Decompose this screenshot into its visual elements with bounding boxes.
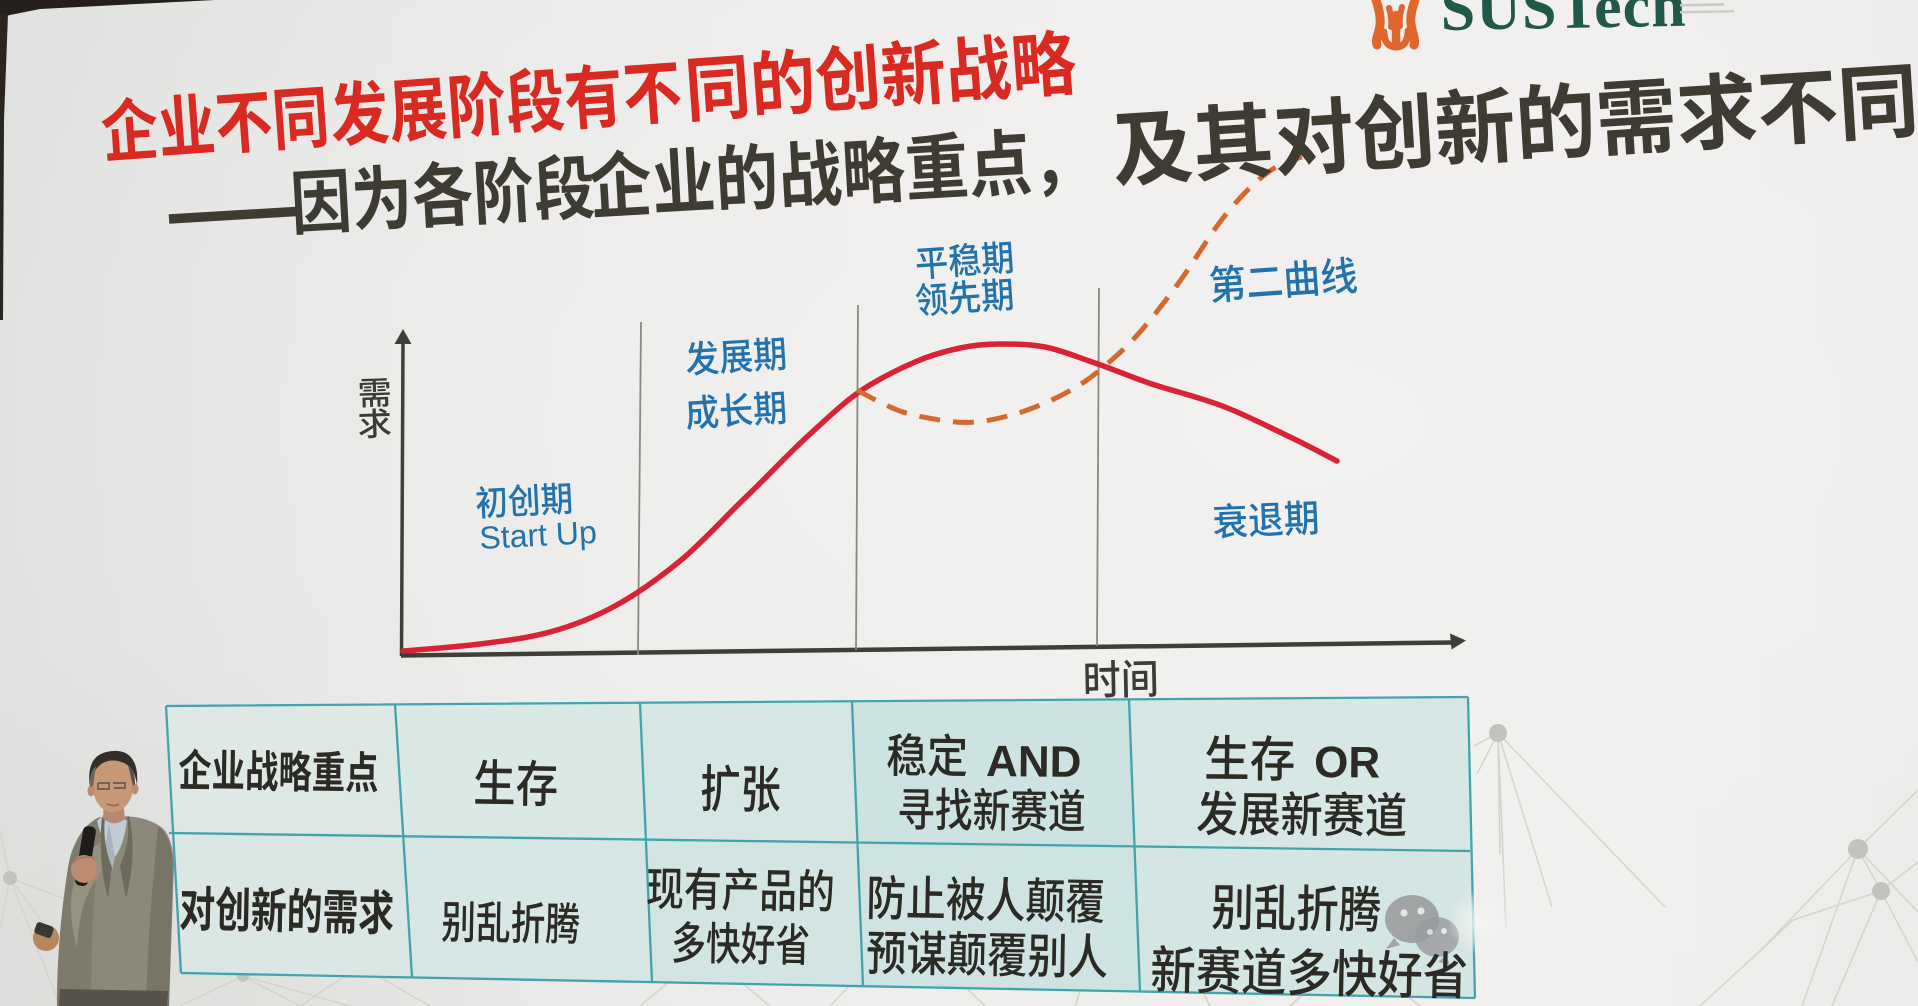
svg-text:AND: AND <box>986 737 1082 787</box>
svg-text:Start Up: Start Up <box>478 514 597 556</box>
svg-text:OR: OR <box>1314 738 1380 788</box>
svg-text:SUSTech: SUSTech <box>1440 0 1687 44</box>
